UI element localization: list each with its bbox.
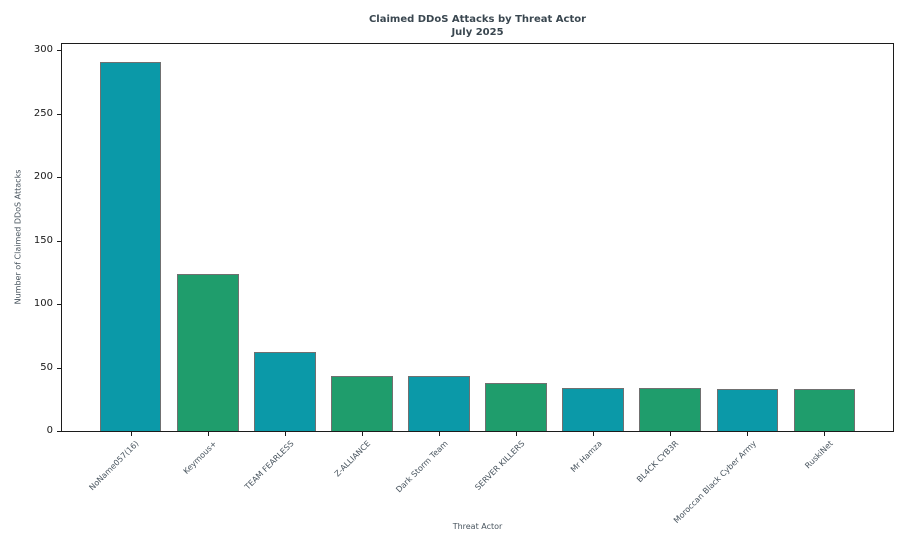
bar-7 — [562, 387, 624, 431]
x-tick-label: Z-ALLIANCE — [332, 439, 373, 479]
bar-2 — [176, 273, 239, 431]
x-tick-mark — [207, 432, 209, 436]
bar-3 — [253, 352, 316, 431]
y-tick-mark — [57, 367, 61, 369]
bar-9 — [716, 389, 779, 431]
x-tick-mark — [516, 432, 517, 436]
bar-10 — [793, 389, 856, 431]
chart-title: Claimed DDoS Attacks by Threat Actor Jul… — [61, 13, 894, 39]
bar-5 — [408, 376, 470, 431]
y-tick-label: 300 — [33, 44, 53, 56]
x-tick-mark — [439, 432, 440, 436]
y-tick-mark — [57, 431, 61, 432]
y-tick-mark — [57, 50, 61, 52]
x-tick-label: NoName057(16) — [87, 439, 141, 493]
x-tick-label: Moroccan Black Cyber Army — [671, 439, 758, 525]
bar-6 — [485, 382, 547, 431]
y-tick-mark — [57, 177, 61, 179]
bar-1 — [99, 61, 162, 431]
x-tick-label: Keymous+ — [181, 439, 219, 476]
x-tick-mark — [747, 432, 749, 436]
y-tick-label: 250 — [33, 107, 53, 119]
x-tick-label: Mr Hamza — [568, 439, 604, 475]
y-tick-label: 50 — [40, 361, 53, 373]
y-tick-label: 150 — [33, 234, 53, 246]
x-tick-mark — [361, 432, 363, 436]
chart-title-line2: July 2025 — [451, 27, 504, 38]
y-tick-label: 200 — [33, 171, 53, 183]
x-tick-mark — [824, 432, 826, 436]
x-tick-mark — [284, 432, 286, 436]
y-tick-mark — [57, 240, 61, 242]
chart-title-line1: Claimed DDoS Attacks by Threat Actor — [368, 14, 587, 25]
x-axis-label: Threat Actor — [452, 522, 503, 531]
x-tick-label: RuskiNet — [803, 439, 835, 471]
x-tick-label: TEAM FEARLESS — [242, 439, 296, 492]
y-tick-mark — [57, 113, 61, 115]
x-tick-label: SERVER KILLERS — [473, 439, 527, 493]
plot-area — [61, 43, 894, 432]
x-tick-label: BL4CK CYB3R — [635, 439, 681, 485]
y-tick-label: 0 — [46, 425, 53, 436]
bar-4 — [331, 376, 393, 431]
bar-8 — [639, 387, 702, 431]
x-tick-label: Dark Storm Team — [394, 439, 450, 495]
x-tick-mark — [593, 432, 595, 436]
y-tick-label: 100 — [33, 298, 53, 310]
x-tick-mark — [670, 432, 672, 436]
y-tick-mark — [57, 304, 61, 306]
x-tick-mark — [130, 432, 132, 436]
